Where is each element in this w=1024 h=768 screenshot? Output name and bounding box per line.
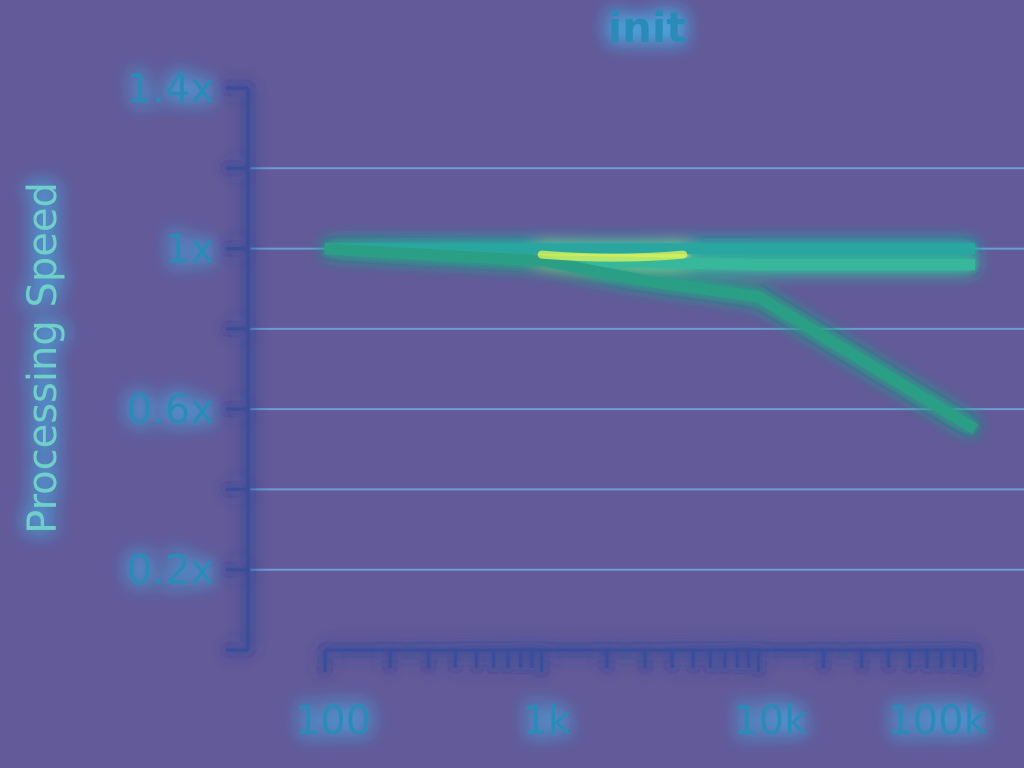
- x-tick-label: 10k: [733, 698, 808, 744]
- y-tick-label: 0.6x: [127, 387, 214, 433]
- x-tick-label: 1k: [522, 698, 571, 744]
- y-tick-label: 1.4x: [127, 66, 214, 112]
- overlap-highlight: [537, 250, 688, 262]
- x-tick-label: 100k: [887, 698, 987, 744]
- x-tick-label: 100: [295, 698, 371, 744]
- series: [324, 243, 978, 434]
- y-tick-label: 0.2x: [127, 548, 214, 594]
- series-line-3: [324, 243, 978, 434]
- y-axis-label: Processing Speed: [20, 182, 66, 534]
- axes: [226, 86, 977, 672]
- chart-title: init: [608, 3, 687, 52]
- labels: 0.2x 0.6x 1x 1.4x 100 1k 10k 100k: [127, 66, 988, 744]
- gridlines: [230, 160, 1024, 578]
- y-tick-label: 1x: [165, 227, 214, 273]
